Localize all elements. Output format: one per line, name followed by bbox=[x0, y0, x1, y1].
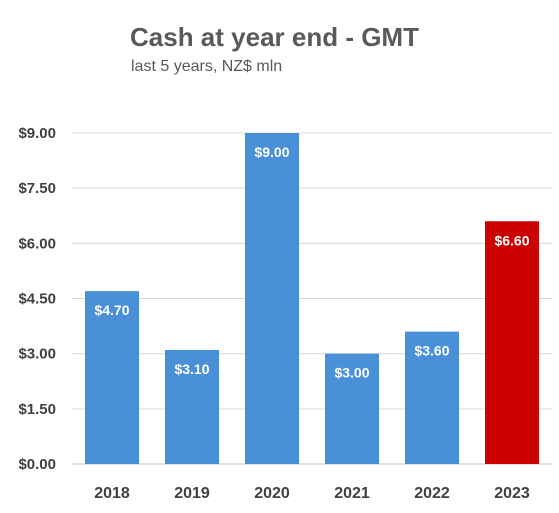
x-tick-label: 2023 bbox=[494, 485, 530, 502]
y-tick-label: $6.00 bbox=[18, 235, 56, 252]
chart-title: Cash at year end - GMT bbox=[130, 22, 419, 52]
bar bbox=[325, 353, 379, 464]
bar bbox=[165, 349, 219, 464]
bar bbox=[85, 291, 139, 464]
y-tick-label: $0.00 bbox=[18, 456, 56, 473]
x-tick-label: 2022 bbox=[414, 485, 450, 502]
x-tick-label: 2019 bbox=[174, 485, 210, 502]
y-tick-label: $4.50 bbox=[18, 291, 56, 308]
bar bbox=[405, 331, 459, 464]
chart-subtitle: last 5 years, NZ$ mln bbox=[131, 58, 283, 75]
y-tick-label: $9.00 bbox=[18, 125, 56, 142]
bar-data-label: $4.70 bbox=[94, 302, 129, 318]
bar-data-label: $3.10 bbox=[174, 361, 209, 377]
x-tick-label: 2018 bbox=[94, 485, 130, 502]
x-tick-label: 2021 bbox=[334, 485, 370, 502]
y-tick-label: $7.50 bbox=[18, 180, 56, 197]
bar-data-label: $6.60 bbox=[494, 232, 529, 248]
bar bbox=[485, 221, 539, 464]
bar-data-label: $9.00 bbox=[254, 144, 289, 160]
bar-data-label: $3.00 bbox=[334, 365, 369, 381]
bar bbox=[245, 133, 299, 464]
y-tick-label: $3.00 bbox=[18, 346, 56, 363]
y-tick-label: $1.50 bbox=[18, 401, 56, 418]
x-tick-label: 2020 bbox=[254, 485, 290, 502]
bar-data-label: $3.60 bbox=[414, 343, 449, 359]
